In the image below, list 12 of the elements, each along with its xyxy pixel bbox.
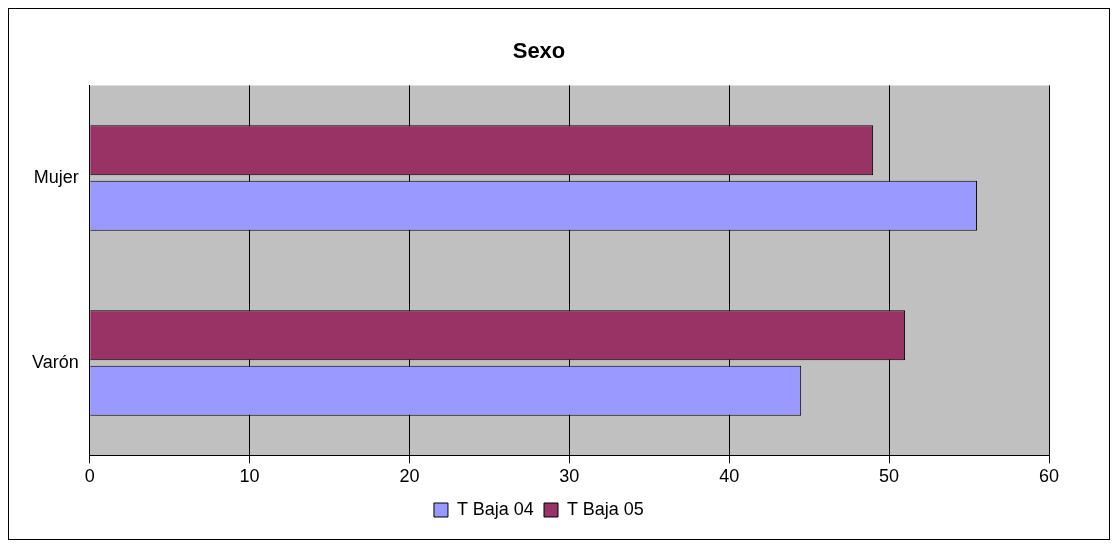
x-tick-label: 10 xyxy=(239,466,260,487)
y-tick-label: Varón xyxy=(31,351,79,372)
x-tick-label: 60 xyxy=(1038,466,1060,487)
legend-label: T Baja 04 xyxy=(456,498,534,519)
x-tick-label: 30 xyxy=(559,466,580,487)
legend-label: T Baja 05 xyxy=(567,498,644,519)
y-tick-label: Mujer xyxy=(33,166,79,187)
chart-title: Sexo xyxy=(512,38,566,64)
x-tick-label: 20 xyxy=(399,466,420,487)
x-tick-label: 40 xyxy=(719,466,740,487)
x-tick-label: 50 xyxy=(879,466,900,487)
x-tick-label: 0 xyxy=(84,466,95,487)
